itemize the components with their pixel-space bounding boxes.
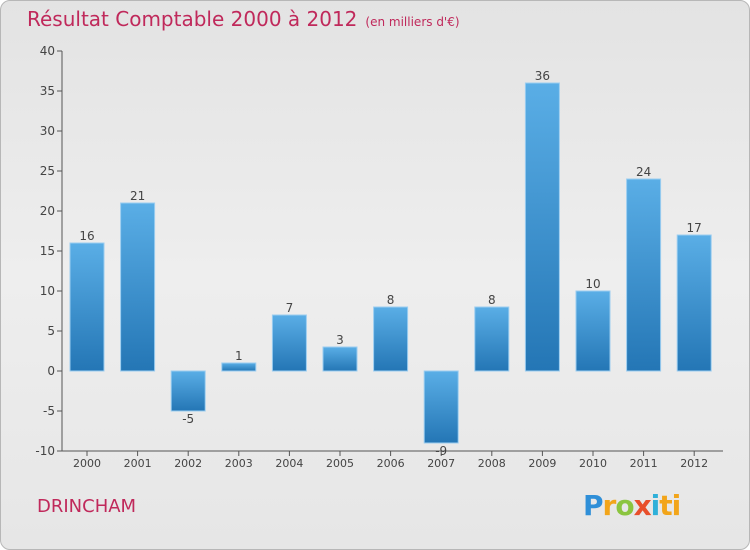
bar-2008 <box>474 306 510 372</box>
x-tick-label: 2006 <box>377 457 405 470</box>
y-tick-label: 15 <box>40 244 55 258</box>
bar-2001 <box>120 202 156 372</box>
logo-letter: P <box>583 489 604 522</box>
data-label-2001: 21 <box>130 189 145 203</box>
x-tick-label: 2004 <box>275 457 303 470</box>
logo-letter: o <box>615 489 634 522</box>
bars <box>69 82 712 444</box>
bar-2009 <box>524 82 560 372</box>
x-tick-label: 2003 <box>225 457 253 470</box>
x-tick-label: 2008 <box>478 457 506 470</box>
x-tick-label: 2010 <box>579 457 607 470</box>
data-label-2004: 7 <box>286 301 294 315</box>
data-label-2008: 8 <box>488 293 496 307</box>
logo-letter: ti <box>659 489 681 522</box>
bar-2000 <box>69 242 105 372</box>
x-tick-label: 2012 <box>680 457 708 470</box>
bar-2011 <box>626 178 662 372</box>
data-label-2011: 24 <box>636 165 651 179</box>
bar-2010 <box>575 290 611 372</box>
bar-2006 <box>373 306 409 372</box>
data-label-2003: 1 <box>235 349 243 363</box>
data-label-2000: 16 <box>79 229 94 243</box>
bar-2005 <box>322 346 358 372</box>
x-tick-label: 2005 <box>326 457 354 470</box>
data-label-2007: -9 <box>435 444 447 458</box>
logo-letter: i <box>650 489 661 522</box>
y-tick-label: 25 <box>40 164 55 178</box>
data-label-2002: -5 <box>182 412 194 426</box>
x-tick-label: 2011 <box>630 457 658 470</box>
proxiti-logo: Proxiti <box>583 489 681 522</box>
data-label-2012: 17 <box>687 221 702 235</box>
y-tick-label: 20 <box>40 204 55 218</box>
data-label-2006: 8 <box>387 293 395 307</box>
data-label-2010: 10 <box>585 277 600 291</box>
bar-2004 <box>271 314 307 372</box>
x-tick-label: 2001 <box>124 457 152 470</box>
y-tick-label: 35 <box>40 84 55 98</box>
logo-letter: x <box>633 489 652 522</box>
x-tick-label: 2009 <box>528 457 556 470</box>
x-tick-label: 2007 <box>427 457 455 470</box>
logo-letter: r <box>602 489 617 522</box>
y-tick-label: 10 <box>40 284 55 298</box>
title-text: Résultat Comptable 2000 à 2012 <box>27 7 358 31</box>
chart-title: Résultat Comptable 2000 à 2012 (en millie… <box>27 7 460 31</box>
y-tick-label: 40 <box>40 44 55 58</box>
bar-2012 <box>676 234 712 372</box>
x-tick-label: 2002 <box>174 457 202 470</box>
x-tick-label: 2000 <box>73 457 101 470</box>
chart-subtitle: (en milliers d'€) <box>365 15 460 29</box>
bar-2002 <box>170 370 206 412</box>
data-label-2005: 3 <box>336 333 344 347</box>
y-tick-label: 5 <box>47 324 55 338</box>
commune-name: DRINCHAM <box>37 496 137 517</box>
y-tick-label: -10 <box>35 444 55 458</box>
bar-2007 <box>423 370 459 444</box>
axes: -10 -5 0 5 10 15 20 25 30 35 40 2000 2001 2002 2003 200… <box>35 44 723 470</box>
y-tick-label: 30 <box>40 124 55 138</box>
y-tick-label: -5 <box>43 404 55 418</box>
y-tick-label: 0 <box>47 364 55 378</box>
data-label-2009: 36 <box>535 69 550 83</box>
bar-2003 <box>221 362 257 372</box>
